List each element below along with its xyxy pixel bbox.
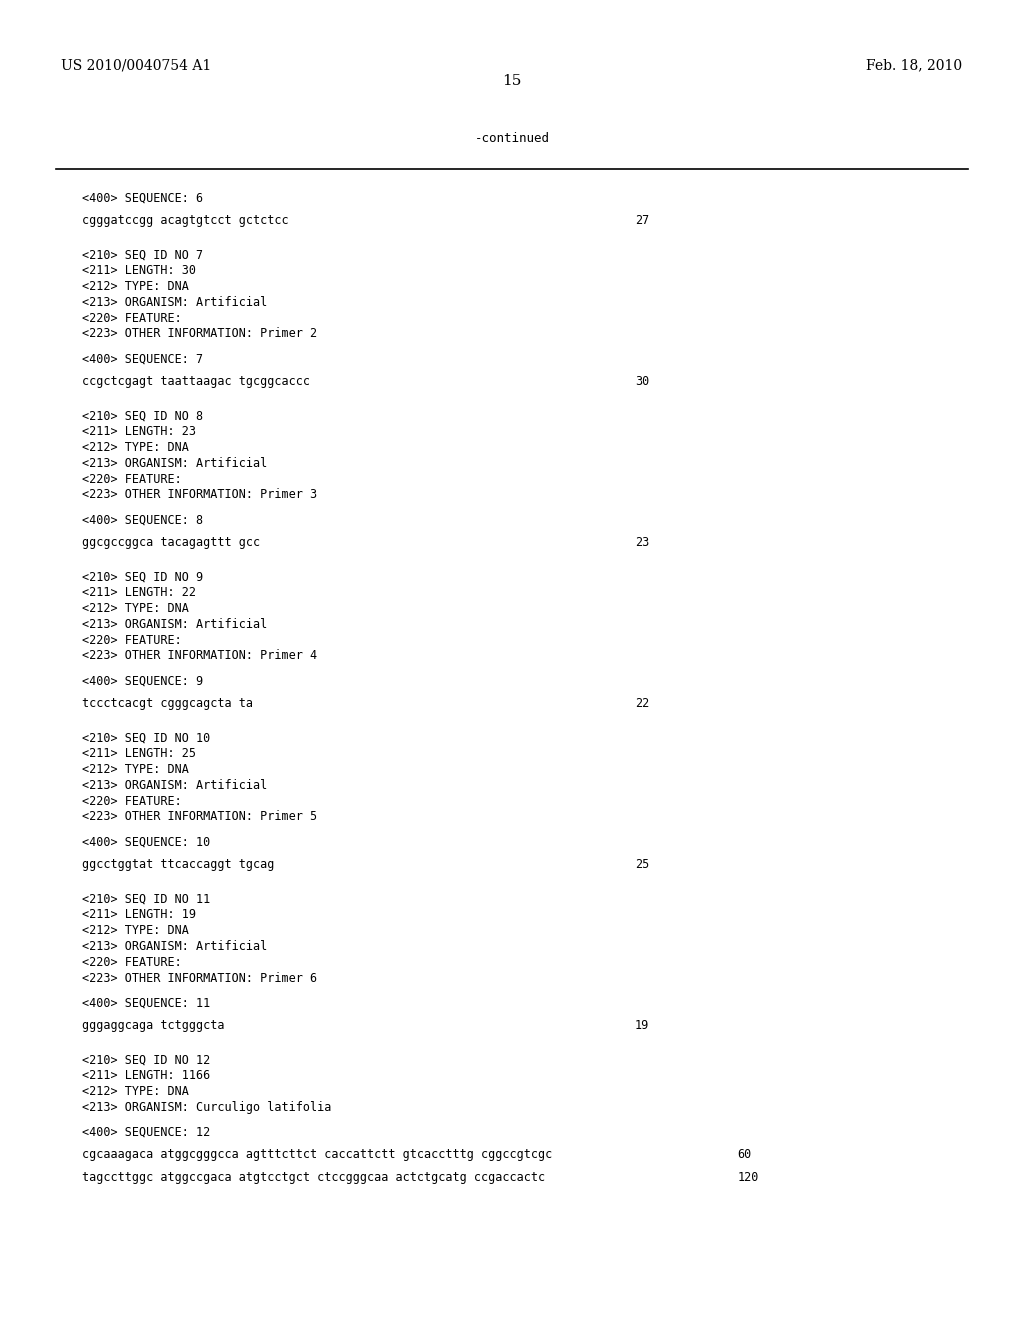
- Text: ggcctggtat ttcaccaggt tgcag: ggcctggtat ttcaccaggt tgcag: [82, 858, 274, 871]
- Text: <220> FEATURE:: <220> FEATURE:: [82, 473, 181, 486]
- Text: gggaggcaga tctgggcta: gggaggcaga tctgggcta: [82, 1019, 224, 1032]
- Text: <212> TYPE: DNA: <212> TYPE: DNA: [82, 441, 188, 454]
- Text: <212> TYPE: DNA: <212> TYPE: DNA: [82, 602, 188, 615]
- Text: <400> SEQUENCE: 8: <400> SEQUENCE: 8: [82, 513, 203, 527]
- Text: <400> SEQUENCE: 11: <400> SEQUENCE: 11: [82, 997, 210, 1010]
- Text: <400> SEQUENCE: 9: <400> SEQUENCE: 9: [82, 675, 203, 688]
- Text: 27: 27: [635, 214, 649, 227]
- Text: cgggatccgg acagtgtcct gctctcc: cgggatccgg acagtgtcct gctctcc: [82, 214, 289, 227]
- Text: <211> LENGTH: 22: <211> LENGTH: 22: [82, 586, 196, 599]
- Text: <213> ORGANISM: Curculigo latifolia: <213> ORGANISM: Curculigo latifolia: [82, 1101, 332, 1114]
- Text: 60: 60: [737, 1148, 752, 1162]
- Text: <213> ORGANISM: Artificial: <213> ORGANISM: Artificial: [82, 296, 267, 309]
- Text: <210> SEQ ID NO 10: <210> SEQ ID NO 10: [82, 731, 210, 744]
- Text: tccctcacgt cgggcagcta ta: tccctcacgt cgggcagcta ta: [82, 697, 253, 710]
- Text: <213> ORGANISM: Artificial: <213> ORGANISM: Artificial: [82, 779, 267, 792]
- Text: cgcaaagaca atggcgggcca agtttcttct caccattctt gtcacctttg cggccgtcgc: cgcaaagaca atggcgggcca agtttcttct caccat…: [82, 1148, 552, 1162]
- Text: <400> SEQUENCE: 7: <400> SEQUENCE: 7: [82, 352, 203, 366]
- Text: <213> ORGANISM: Artificial: <213> ORGANISM: Artificial: [82, 618, 267, 631]
- Text: <212> TYPE: DNA: <212> TYPE: DNA: [82, 763, 188, 776]
- Text: <212> TYPE: DNA: <212> TYPE: DNA: [82, 1085, 188, 1098]
- Text: <212> TYPE: DNA: <212> TYPE: DNA: [82, 924, 188, 937]
- Text: 30: 30: [635, 375, 649, 388]
- Text: 25: 25: [635, 858, 649, 871]
- Text: <223> OTHER INFORMATION: Primer 6: <223> OTHER INFORMATION: Primer 6: [82, 972, 317, 985]
- Text: US 2010/0040754 A1: US 2010/0040754 A1: [61, 58, 212, 73]
- Text: <220> FEATURE:: <220> FEATURE:: [82, 956, 181, 969]
- Text: <220> FEATURE:: <220> FEATURE:: [82, 634, 181, 647]
- Text: <210> SEQ ID NO 8: <210> SEQ ID NO 8: [82, 409, 203, 422]
- Text: <223> OTHER INFORMATION: Primer 2: <223> OTHER INFORMATION: Primer 2: [82, 327, 317, 341]
- Text: <223> OTHER INFORMATION: Primer 4: <223> OTHER INFORMATION: Primer 4: [82, 649, 317, 663]
- Text: <213> ORGANISM: Artificial: <213> ORGANISM: Artificial: [82, 457, 267, 470]
- Text: <210> SEQ ID NO 7: <210> SEQ ID NO 7: [82, 248, 203, 261]
- Text: 15: 15: [503, 74, 521, 88]
- Text: ccgctcgagt taattaagac tgcggcaccc: ccgctcgagt taattaagac tgcggcaccc: [82, 375, 310, 388]
- Text: tagccttggc atggccgaca atgtcctgct ctccgggcaa actctgcatg ccgaccactc: tagccttggc atggccgaca atgtcctgct ctccggg…: [82, 1171, 545, 1184]
- Text: <400> SEQUENCE: 10: <400> SEQUENCE: 10: [82, 836, 210, 849]
- Text: <223> OTHER INFORMATION: Primer 3: <223> OTHER INFORMATION: Primer 3: [82, 488, 317, 502]
- Text: <400> SEQUENCE: 6: <400> SEQUENCE: 6: [82, 191, 203, 205]
- Text: <212> TYPE: DNA: <212> TYPE: DNA: [82, 280, 188, 293]
- Text: Feb. 18, 2010: Feb. 18, 2010: [866, 58, 963, 73]
- Text: <211> LENGTH: 25: <211> LENGTH: 25: [82, 747, 196, 760]
- Text: 23: 23: [635, 536, 649, 549]
- Text: 22: 22: [635, 697, 649, 710]
- Text: <210> SEQ ID NO 11: <210> SEQ ID NO 11: [82, 892, 210, 906]
- Text: <210> SEQ ID NO 12: <210> SEQ ID NO 12: [82, 1053, 210, 1067]
- Text: <220> FEATURE:: <220> FEATURE:: [82, 795, 181, 808]
- Text: <223> OTHER INFORMATION: Primer 5: <223> OTHER INFORMATION: Primer 5: [82, 810, 317, 824]
- Text: 19: 19: [635, 1019, 649, 1032]
- Text: ggcgccggca tacagagttt gcc: ggcgccggca tacagagttt gcc: [82, 536, 260, 549]
- Text: <211> LENGTH: 30: <211> LENGTH: 30: [82, 264, 196, 277]
- Text: -continued: -continued: [474, 132, 550, 145]
- Text: <213> ORGANISM: Artificial: <213> ORGANISM: Artificial: [82, 940, 267, 953]
- Text: <220> FEATURE:: <220> FEATURE:: [82, 312, 181, 325]
- Text: <211> LENGTH: 23: <211> LENGTH: 23: [82, 425, 196, 438]
- Text: <211> LENGTH: 1166: <211> LENGTH: 1166: [82, 1069, 210, 1082]
- Text: 120: 120: [737, 1171, 759, 1184]
- Text: <211> LENGTH: 19: <211> LENGTH: 19: [82, 908, 196, 921]
- Text: <210> SEQ ID NO 9: <210> SEQ ID NO 9: [82, 570, 203, 583]
- Text: <400> SEQUENCE: 12: <400> SEQUENCE: 12: [82, 1126, 210, 1139]
